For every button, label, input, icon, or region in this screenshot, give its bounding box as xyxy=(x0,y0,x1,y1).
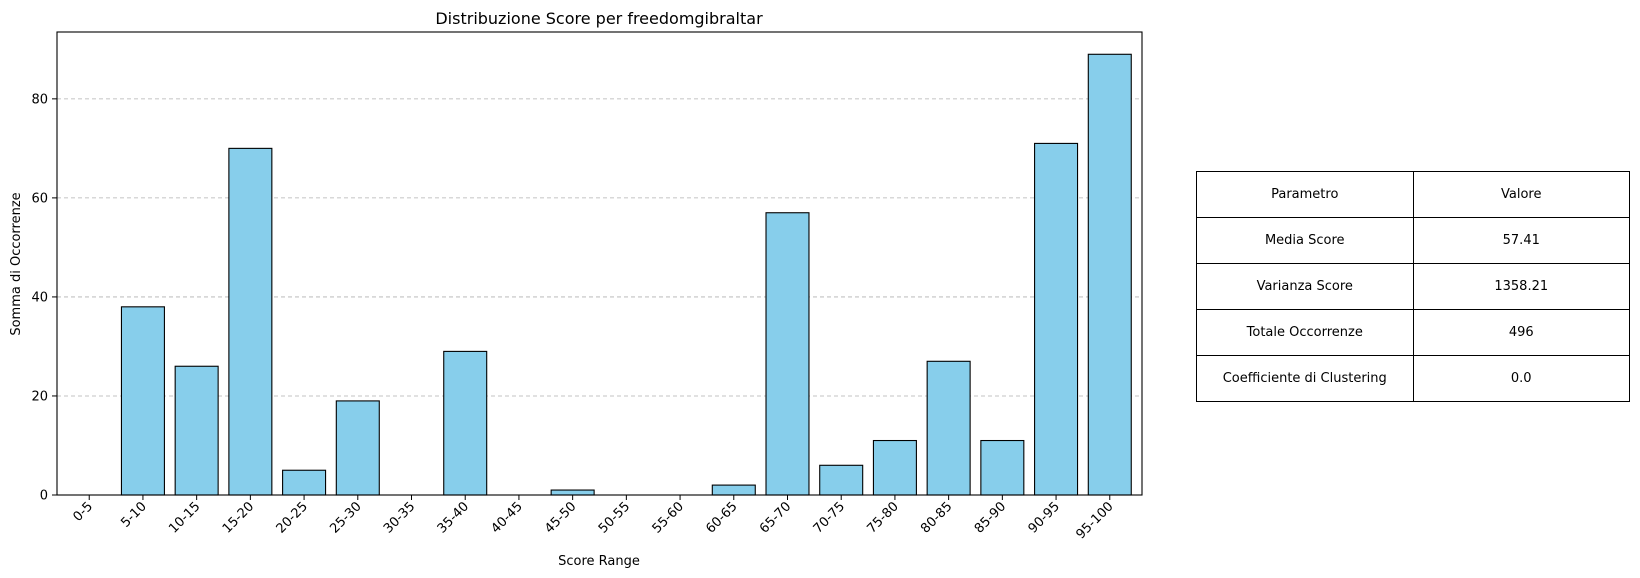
x-tick-label: 40-45 xyxy=(488,499,525,536)
bar xyxy=(926,360,971,496)
y-axis-ticks: 0 20 40 60 80 xyxy=(31,92,57,504)
x-tick-label: 95-100 xyxy=(1073,499,1116,542)
x-axis-label: Score Range xyxy=(558,554,640,569)
x-tick-label: 25-30 xyxy=(327,499,364,536)
bar xyxy=(819,464,864,496)
table-header-valore: Valore xyxy=(1412,171,1630,218)
table-cell-value: 496 xyxy=(1412,309,1630,356)
x-tick-label: 20-25 xyxy=(274,499,311,536)
x-tick-label: 70-75 xyxy=(811,499,848,536)
x-tick-label: 90-95 xyxy=(1026,499,1063,536)
table-cell-param: Coefficiente di Clustering xyxy=(1196,355,1414,402)
table-header-parametro: Parametro xyxy=(1196,171,1414,218)
y-tick-label: 60 xyxy=(31,191,48,206)
x-tick-label: 45-50 xyxy=(542,499,579,536)
bar xyxy=(1034,142,1079,496)
chart-title: Distribuzione Score per freedomgibraltar xyxy=(435,9,763,28)
bar xyxy=(282,469,327,496)
x-tick-label: 50-55 xyxy=(596,499,633,536)
y-tick-label: 0 xyxy=(40,489,48,504)
bar xyxy=(228,147,273,496)
table-cell-param: Varianza Score xyxy=(1196,263,1414,310)
y-axis-label: Somma di Occorrenze xyxy=(9,192,24,335)
bar xyxy=(765,212,810,496)
parameters-table: Parametro Valore Media Score 57.41 Varia… xyxy=(1196,171,1630,402)
bar-chart: Distribuzione Score per freedomgibraltar… xyxy=(9,9,1143,569)
x-tick-label: 55-60 xyxy=(650,499,687,536)
grid-lines xyxy=(57,98,1142,397)
y-tick-label: 40 xyxy=(31,290,48,305)
bar xyxy=(550,489,595,496)
x-tick-label: 5-10 xyxy=(118,499,149,530)
x-tick-label: 85-90 xyxy=(972,499,1009,536)
table-row: Totale Occorrenze 496 xyxy=(1196,309,1630,356)
table-cell-param: Media Score xyxy=(1196,217,1414,264)
bar xyxy=(711,484,756,496)
table-cell-param: Totale Occorrenze xyxy=(1196,309,1414,356)
table-header-row: Parametro Valore xyxy=(1196,171,1630,218)
x-tick-label: 0-5 xyxy=(70,499,96,525)
bar xyxy=(872,439,917,496)
x-tick-label: 60-65 xyxy=(703,499,740,536)
table-cell-value: 57.41 xyxy=(1412,217,1630,264)
table-row: Media Score 57.41 xyxy=(1196,217,1630,264)
y-tick-label: 80 xyxy=(31,92,48,107)
x-tick-label: 30-35 xyxy=(381,499,418,536)
table-cell-value: 1358.21 xyxy=(1412,263,1630,310)
bar xyxy=(980,439,1025,496)
x-tick-label: 65-70 xyxy=(757,499,794,536)
plot-area-frame xyxy=(56,31,1143,496)
table-cell-value: 0.0 xyxy=(1412,355,1630,402)
bar xyxy=(1087,53,1132,496)
x-tick-label: 35-40 xyxy=(435,499,472,536)
bar xyxy=(174,365,219,496)
bars xyxy=(120,53,1132,496)
table-row: Varianza Score 1358.21 xyxy=(1196,263,1630,310)
bar xyxy=(120,306,165,496)
bar xyxy=(335,400,380,496)
x-axis-ticks: 0-5 5-10 10-15 15-20 20-25 25-30 30-35 35-40 40-… xyxy=(70,495,1117,542)
x-tick-label: 10-15 xyxy=(166,499,203,536)
x-tick-label: 75-80 xyxy=(864,499,901,536)
table-row: Coefficiente di Clustering 0.0 xyxy=(1196,355,1630,402)
x-tick-label: 80-85 xyxy=(918,499,955,536)
y-tick-label: 20 xyxy=(31,389,48,404)
bar xyxy=(443,350,488,496)
x-tick-label: 15-20 xyxy=(220,499,257,536)
